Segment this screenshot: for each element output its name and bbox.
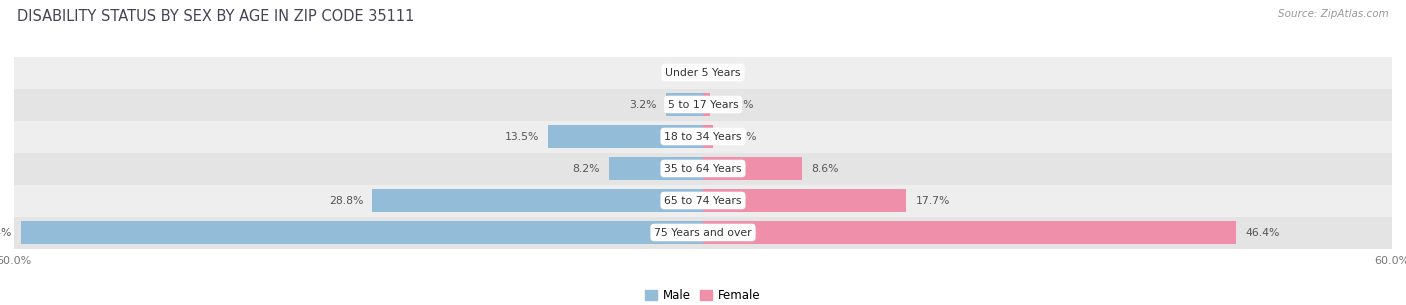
Text: 0.61%: 0.61% <box>720 99 754 109</box>
Bar <box>14 185 1392 217</box>
Bar <box>14 88 1392 120</box>
Text: 28.8%: 28.8% <box>329 196 363 206</box>
Text: Source: ZipAtlas.com: Source: ZipAtlas.com <box>1278 9 1389 19</box>
Bar <box>609 157 703 180</box>
Bar <box>14 217 1392 249</box>
Text: 0.84%: 0.84% <box>721 131 756 142</box>
Bar <box>373 189 703 212</box>
Bar <box>14 56 1392 88</box>
Bar <box>703 125 713 148</box>
Bar <box>703 157 801 180</box>
Text: 0.0%: 0.0% <box>666 67 693 77</box>
Bar <box>703 93 710 116</box>
Bar <box>548 125 703 148</box>
Text: 13.5%: 13.5% <box>505 131 538 142</box>
Text: DISABILITY STATUS BY SEX BY AGE IN ZIP CODE 35111: DISABILITY STATUS BY SEX BY AGE IN ZIP C… <box>17 9 415 24</box>
Text: 8.6%: 8.6% <box>811 163 838 174</box>
Text: 5 to 17 Years: 5 to 17 Years <box>668 99 738 109</box>
Text: 59.4%: 59.4% <box>0 228 11 238</box>
Bar <box>14 120 1392 152</box>
Bar <box>703 189 907 212</box>
Bar <box>14 152 1392 185</box>
Bar <box>666 93 703 116</box>
Bar <box>703 221 1236 244</box>
Text: 8.2%: 8.2% <box>572 163 599 174</box>
Text: 65 to 74 Years: 65 to 74 Years <box>664 196 742 206</box>
Text: 0.0%: 0.0% <box>713 67 740 77</box>
Text: 35 to 64 Years: 35 to 64 Years <box>664 163 742 174</box>
Bar <box>21 221 703 244</box>
Text: 75 Years and over: 75 Years and over <box>654 228 752 238</box>
Text: 3.2%: 3.2% <box>630 99 657 109</box>
Text: 46.4%: 46.4% <box>1244 228 1279 238</box>
Legend: Male, Female: Male, Female <box>641 284 765 305</box>
Text: 17.7%: 17.7% <box>915 196 950 206</box>
Text: 18 to 34 Years: 18 to 34 Years <box>664 131 742 142</box>
Text: Under 5 Years: Under 5 Years <box>665 67 741 77</box>
